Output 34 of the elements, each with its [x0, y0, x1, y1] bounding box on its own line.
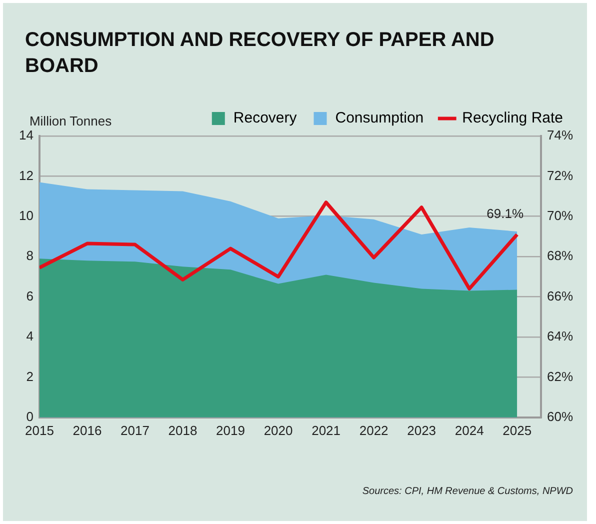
x-tick-label: 2019 — [216, 422, 245, 438]
y-tick-label: 2 — [26, 368, 34, 384]
source-note: Sources: CPI, HM Revenue & Customs, NPWD — [362, 486, 573, 497]
chart-title: CONSUMPTION AND RECOVERY OF PAPER AND BOARD — [25, 28, 495, 79]
y2-tick-label: 72% — [546, 168, 574, 183]
x-tick-label: 2015 — [25, 422, 54, 438]
x-tick-label: 2024 — [454, 422, 484, 438]
x-tick-label: 2021 — [312, 422, 341, 438]
x-tick-label: 2022 — [359, 422, 388, 438]
x-tick-label: 2016 — [72, 422, 102, 438]
x-tick-label: 2018 — [168, 422, 198, 438]
legend-label: Recycling Rate — [462, 110, 564, 127]
y2-tick-label: 66% — [546, 288, 574, 304]
x-tick-label: 2017 — [120, 422, 150, 438]
x-tick-label: 2023 — [407, 422, 436, 438]
x-tick-label: 2020 — [264, 422, 293, 438]
y2-tick-label: 64% — [546, 328, 574, 344]
y-tick-label: 6 — [26, 288, 34, 304]
y-tick-label: 8 — [26, 248, 34, 264]
y-tick-label: 10 — [18, 208, 34, 223]
y-tick-label: 14 — [18, 128, 34, 143]
y-tick-label: 4 — [26, 328, 34, 344]
y-axis-title: Million Tonnes — [29, 114, 112, 129]
y2-tick-label: 70% — [546, 208, 574, 223]
y2-tick-label: 62% — [546, 368, 574, 384]
legend-label: Consumption — [335, 110, 424, 127]
y2-tick-label: 68% — [546, 248, 574, 264]
x-tick-label: 2025 — [502, 422, 532, 438]
legend-label: Recovery — [233, 110, 298, 127]
y2-tick-label: 74% — [546, 128, 574, 143]
y-tick-label: 0 — [26, 408, 34, 424]
y-tick-label: 12 — [18, 168, 34, 183]
y2-tick-label: 60% — [546, 408, 574, 424]
data-label: 69.1% — [486, 206, 524, 222]
